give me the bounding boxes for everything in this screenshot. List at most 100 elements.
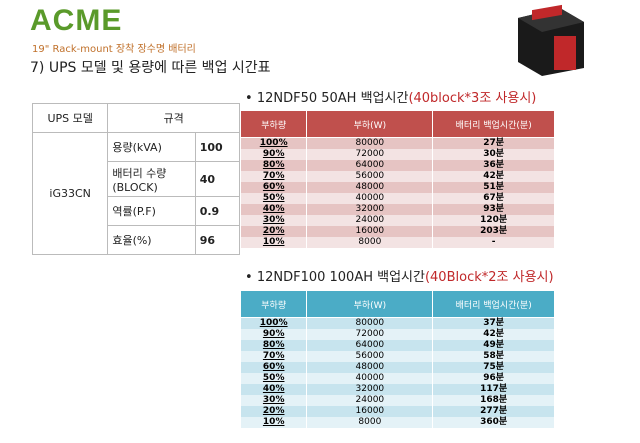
cell: 8000 [306, 237, 434, 248]
cell: 24000 [306, 215, 434, 226]
cell: 70% [239, 171, 308, 182]
cell: 48000 [306, 362, 434, 373]
spec-label: 용량(kVA) [107, 132, 196, 162]
cell: 40% [239, 384, 308, 395]
cell: 49분 [432, 340, 555, 351]
cell: 30% [239, 395, 308, 406]
cell: 90% [239, 329, 308, 340]
title-note: (40block*3조 사용시) [408, 91, 537, 106]
table-title: • 12NDF100 100AH 백업시간(40Block*2조 사용시) [245, 270, 554, 285]
cell: 168분 [432, 395, 555, 406]
cell: 42분 [432, 171, 555, 182]
cell: - [432, 237, 555, 248]
cell: 8000 [306, 417, 434, 428]
cell: 16000 [306, 226, 434, 237]
header-cell: 부하량 [239, 290, 308, 318]
spec-value: 40 [194, 161, 241, 197]
cell: 32000 [306, 204, 434, 215]
spec-label: 효율(%) [107, 225, 196, 255]
cell: 48000 [306, 182, 434, 193]
backup-table: 부하량 부하(W) 배터리 백업시간(분) 100% 80000 27분 90% 72000 3… [239, 110, 555, 248]
spec-value: 96 [194, 225, 241, 255]
data-row: 60% 48000 75분 [239, 362, 555, 373]
cell: 50% [239, 193, 308, 204]
cell: 56000 [306, 351, 434, 362]
cell: 203분 [432, 226, 555, 237]
data-row: 100% 80000 37분 [239, 317, 555, 329]
header-row: 부하량 부하(W) 배터리 백업시간(분) [239, 290, 555, 318]
data-row: 10% 8000 360분 [239, 417, 555, 428]
cell: 277분 [432, 406, 555, 417]
header-cell: 배터리 백업시간(분) [432, 290, 555, 318]
cell: 20% [239, 226, 308, 237]
data-row: 90% 72000 42분 [239, 329, 555, 340]
cell: 100% [239, 317, 308, 329]
data-row: 90% 72000 30분 [239, 149, 555, 160]
data-row: 40% 32000 93분 [239, 204, 555, 215]
title-text: 12NDF50 50AH 백업시간 [256, 91, 409, 106]
data-row: 10% 8000- [239, 237, 555, 248]
cell: 67분 [432, 193, 555, 204]
header-row: 부하량 부하(W) 배터리 백업시간(분) [239, 110, 555, 138]
data-row: 20% 16000 277분 [239, 406, 555, 417]
cell: 20% [239, 406, 308, 417]
data-row: 50% 40000 96분 [239, 373, 555, 384]
cell: 30분 [432, 149, 555, 160]
header-cell: 배터리 백업시간(분) [432, 110, 555, 138]
cell: 27분 [432, 137, 555, 149]
cell: 72000 [306, 149, 434, 160]
cell: 120분 [432, 215, 555, 226]
header-cell: UPS 모델 [31, 103, 109, 133]
header-cell: 부하(W) [306, 290, 434, 318]
cell: 40000 [306, 193, 434, 204]
data-row: 50% 40000 67분 [239, 193, 555, 204]
title: 7) UPS 모델 및 용량에 따른 백업 시간표 [30, 60, 271, 76]
cell: 51분 [432, 182, 555, 193]
table-title: • 12NDF50 50AH 백업시간(40block*3조 사용시) [245, 91, 537, 106]
cell: 16000 [306, 406, 434, 417]
cell: 32000 [306, 384, 434, 395]
data-row: 80% 64000 36분 [239, 160, 555, 171]
cell: 40000 [306, 373, 434, 384]
cell: 36분 [432, 160, 555, 171]
cell: 80% [239, 160, 308, 171]
data-row: 70% 56000 42분 [239, 171, 555, 182]
cell: 40% [239, 204, 308, 215]
cell: 75분 [432, 362, 555, 373]
battery-image [518, 4, 584, 76]
data-row: 60% 48000 51분 [239, 182, 555, 193]
cell: 37분 [432, 317, 555, 329]
cell: 60% [239, 362, 308, 373]
backup-table: 부하량 부하(W) 배터리 백업시간(분) 100% 80000 37분 90% 72000 4… [239, 290, 555, 428]
spec-value: 100 [194, 132, 241, 162]
cell: 58분 [432, 351, 555, 362]
cell: 64000 [306, 340, 434, 351]
cell: 60% [239, 182, 308, 193]
header-cell: 규격 [107, 103, 240, 133]
subtitle: 19" Rack-mount 장착 장수명 배터리 [32, 44, 196, 55]
title-note: (40Block*2조 사용시) [424, 270, 554, 285]
cell: 50% [239, 373, 308, 384]
cell: 96분 [432, 373, 555, 384]
header-cell: 부하량 [239, 110, 308, 138]
cell: 70% [239, 351, 308, 362]
data-row: 20% 16000 203분 [239, 226, 555, 237]
data-row: 100% 80000 27분 [239, 137, 555, 149]
model-cell: iG33CN [31, 132, 109, 255]
cell: 24000 [306, 395, 434, 406]
cell: 80000 [306, 317, 434, 329]
data-row: 70% 56000 58분 [239, 351, 555, 362]
cell: 10% [239, 237, 308, 248]
data-row: 80% 64000 49분 [239, 340, 555, 351]
data-row: 30% 24000 168분 [239, 395, 555, 406]
cell: 42분 [432, 329, 555, 340]
header-cell: 부하(W) [306, 110, 434, 138]
cell: 10% [239, 417, 308, 428]
logo: ACME [30, 4, 123, 37]
data-row: 30% 24000 120분 [239, 215, 555, 226]
spec-label: 역률(P.F) [107, 196, 196, 226]
cell: 117분 [432, 384, 555, 395]
cell: 100% [239, 137, 308, 149]
title-text: 12NDF100 100AH 백업시간 [256, 270, 425, 285]
